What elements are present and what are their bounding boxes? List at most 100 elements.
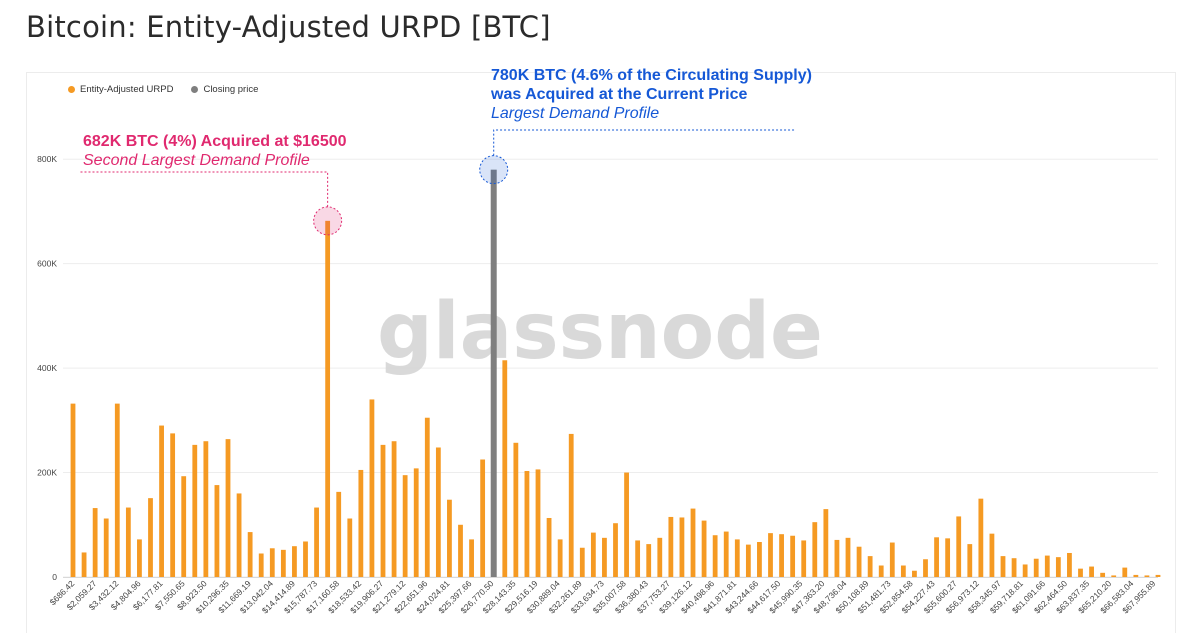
bar <box>602 537 607 577</box>
bar <box>779 534 784 577</box>
legend-item-closing-price[interactable]: Closing price <box>191 84 258 95</box>
bar <box>192 444 198 577</box>
bar <box>635 540 641 577</box>
bar <box>823 509 829 577</box>
bar <box>1000 556 1006 577</box>
annotation-second-line1: 682K BTC (4%) Acquired at $16500 <box>83 133 347 150</box>
bar <box>424 417 430 577</box>
bar <box>114 403 120 577</box>
bar <box>1022 564 1028 577</box>
bar <box>280 549 286 577</box>
bar <box>303 541 308 577</box>
bar <box>889 542 895 577</box>
bar <box>989 533 995 577</box>
bar <box>878 565 884 577</box>
bar <box>225 439 231 577</box>
bar <box>923 559 928 577</box>
bar <box>546 517 552 577</box>
annotation-leader-largest <box>493 129 795 156</box>
legend-label-urpd: Entity-Adjusted URPD <box>80 84 174 95</box>
bar <box>723 531 729 577</box>
bar <box>613 523 618 577</box>
bar <box>1055 557 1061 577</box>
highlight-circle-largest <box>479 155 509 185</box>
bar <box>247 532 253 577</box>
bar <box>757 542 762 577</box>
closing-price-bar <box>490 169 497 577</box>
y-tick-label: 400K <box>37 363 57 373</box>
y-tick-label: 600K <box>37 259 57 269</box>
y-tick-label: 800K <box>37 154 57 164</box>
bar <box>834 539 840 577</box>
bar <box>690 508 696 577</box>
bar <box>768 533 773 577</box>
bar <box>480 459 486 577</box>
bar <box>712 535 718 577</box>
bar <box>867 556 873 577</box>
bar <box>590 532 596 577</box>
bar <box>358 469 364 577</box>
bar <box>856 546 862 577</box>
annotation-second-line2: Second Largest Demand Profile <box>83 152 310 170</box>
bar <box>845 537 851 577</box>
bar <box>236 493 242 577</box>
bar <box>745 544 751 577</box>
annotation-largest: 780K BTC (4.6% of the Circulating Supply… <box>491 66 812 124</box>
bar <box>535 469 541 577</box>
bar <box>934 537 939 577</box>
bar <box>137 539 142 577</box>
bar <box>978 498 984 577</box>
bar <box>469 539 474 577</box>
bar <box>1133 574 1139 577</box>
bar <box>579 547 585 577</box>
bar <box>657 537 663 577</box>
bar <box>668 516 674 577</box>
legend-item-urpd[interactable]: Entity-Adjusted URPD <box>68 84 173 95</box>
bar <box>1089 566 1094 577</box>
bar <box>1122 567 1128 577</box>
bar <box>203 441 209 577</box>
bar <box>92 508 98 577</box>
bar <box>801 540 807 577</box>
bar <box>679 517 685 577</box>
annotation-leader-second <box>80 171 329 207</box>
bar <box>159 425 164 577</box>
bar <box>624 472 629 577</box>
legend-label-closing-price: Closing price <box>203 84 259 95</box>
bar <box>435 447 441 577</box>
bar <box>391 441 397 577</box>
legend-dot-icon <box>68 86 75 93</box>
bar <box>325 220 331 577</box>
bar <box>70 403 76 577</box>
legend-dot-icon <box>191 86 199 93</box>
bar <box>1111 575 1117 577</box>
watermark-logo: glassnode <box>377 287 823 377</box>
bar <box>734 539 740 577</box>
bar <box>513 442 519 577</box>
bar <box>1144 575 1150 577</box>
bar <box>336 491 342 577</box>
highlight-circle-second <box>313 206 343 236</box>
bar <box>214 485 220 577</box>
bar <box>402 475 408 577</box>
bar <box>413 468 419 577</box>
bar <box>103 518 109 577</box>
bar <box>314 507 319 577</box>
bar <box>956 516 962 577</box>
bar <box>912 570 917 577</box>
bar <box>701 520 707 577</box>
bar <box>380 444 386 577</box>
bar <box>81 552 87 577</box>
annotation-largest-line2: was Acquired at the Current Price <box>491 86 748 104</box>
annotation-largest-line3: Largest Demand Profile <box>491 105 660 123</box>
bar <box>447 499 452 577</box>
page-title: Bitcoin: Entity-Adjusted URPD [BTC] <box>26 10 551 44</box>
bar <box>646 544 652 577</box>
bar <box>369 399 375 577</box>
bar <box>125 507 131 577</box>
bar <box>1033 558 1039 577</box>
chart-legend: Entity-Adjusted URPD Closing price <box>68 84 258 95</box>
bar <box>181 476 187 577</box>
bar <box>568 433 574 577</box>
